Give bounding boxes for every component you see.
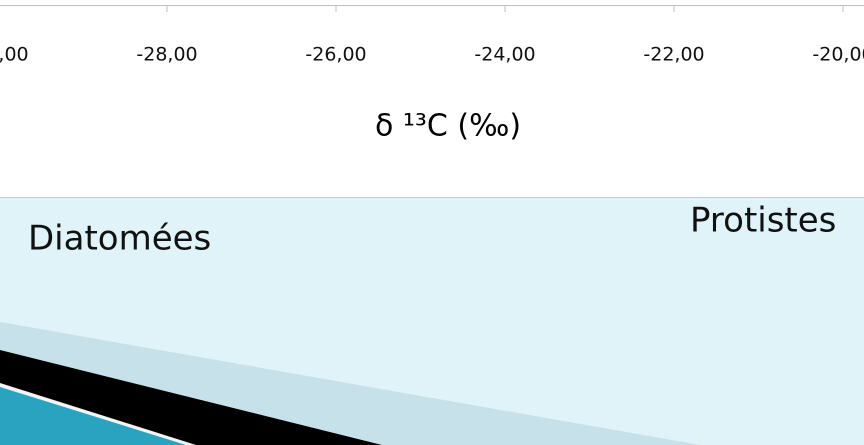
x-tick-label: -26,00 [305, 44, 366, 66]
band-teal [0, 387, 186, 445]
annotation: Protistes [690, 201, 836, 241]
x-tick-label: -24,00 [474, 44, 535, 66]
annotation: Diatomées [28, 219, 211, 259]
axis-area [0, 0, 864, 197]
x-tick-label: -20,00 [812, 44, 864, 66]
x-tick-label: -28,00 [136, 44, 197, 66]
axis-title: δ ¹³C (‰) [375, 109, 521, 144]
x-tick-label: -22,00 [643, 44, 704, 66]
x-tick-label: -30,00 [0, 44, 29, 66]
